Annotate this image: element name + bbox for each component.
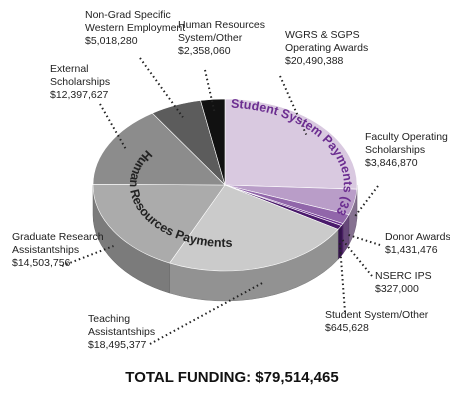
slice-label: Donor Awards (385, 231, 450, 243)
value-label: $14,503,756 (12, 257, 71, 269)
leader-line (279, 75, 308, 135)
slice-label: Scholarships (50, 76, 110, 88)
value-label: $5,018,280 (85, 35, 138, 47)
slice-label: Operating Awards (285, 42, 368, 54)
leader-line (353, 185, 379, 218)
slice-label: WGRS & SGPS (285, 29, 360, 41)
slice-label: Graduate Research (12, 231, 104, 243)
slice (92, 112, 226, 186)
slice-label: Assistantships (12, 244, 79, 256)
slice-label: Non-Grad Specific (85, 9, 171, 21)
leader-line (61, 245, 114, 267)
slice-label: Faculty Operating (365, 131, 448, 143)
value-label: $645,628 (325, 322, 369, 334)
value-label: $18,495,377 (88, 339, 147, 351)
slice-label: External (50, 63, 89, 75)
value-label: $2,358,060 (178, 45, 231, 57)
slice-label: Student System/Other (325, 309, 429, 321)
slice (169, 184, 339, 272)
slice (92, 183, 226, 264)
slice-label: Assistantships (88, 326, 155, 338)
slice-label: Scholarships (365, 144, 425, 156)
total-funding: TOTAL FUNDING: $79,514,465 (125, 369, 338, 386)
slice-label: Teaching (88, 313, 130, 325)
slice (200, 98, 226, 186)
value-label: $327,000 (375, 283, 419, 295)
slice-label: Western Employment (85, 22, 185, 34)
value-label: $12,397,627 (50, 89, 109, 101)
slice-label: Human Resources (178, 19, 265, 31)
leader-line (139, 57, 184, 118)
value-label: $1,431,476 (385, 244, 438, 256)
slice-label: System/Other (178, 32, 243, 44)
value-label: $3,846,870 (365, 157, 418, 169)
leader-line (345, 233, 381, 246)
leader-line (341, 238, 373, 277)
slice-side (337, 224, 342, 261)
pie-tops (92, 98, 358, 272)
slice-label: NSERC IPS (375, 270, 432, 282)
leaders (61, 57, 381, 345)
value-label: $20,490,388 (285, 55, 344, 67)
slice (224, 98, 358, 190)
leader-line (204, 69, 216, 113)
